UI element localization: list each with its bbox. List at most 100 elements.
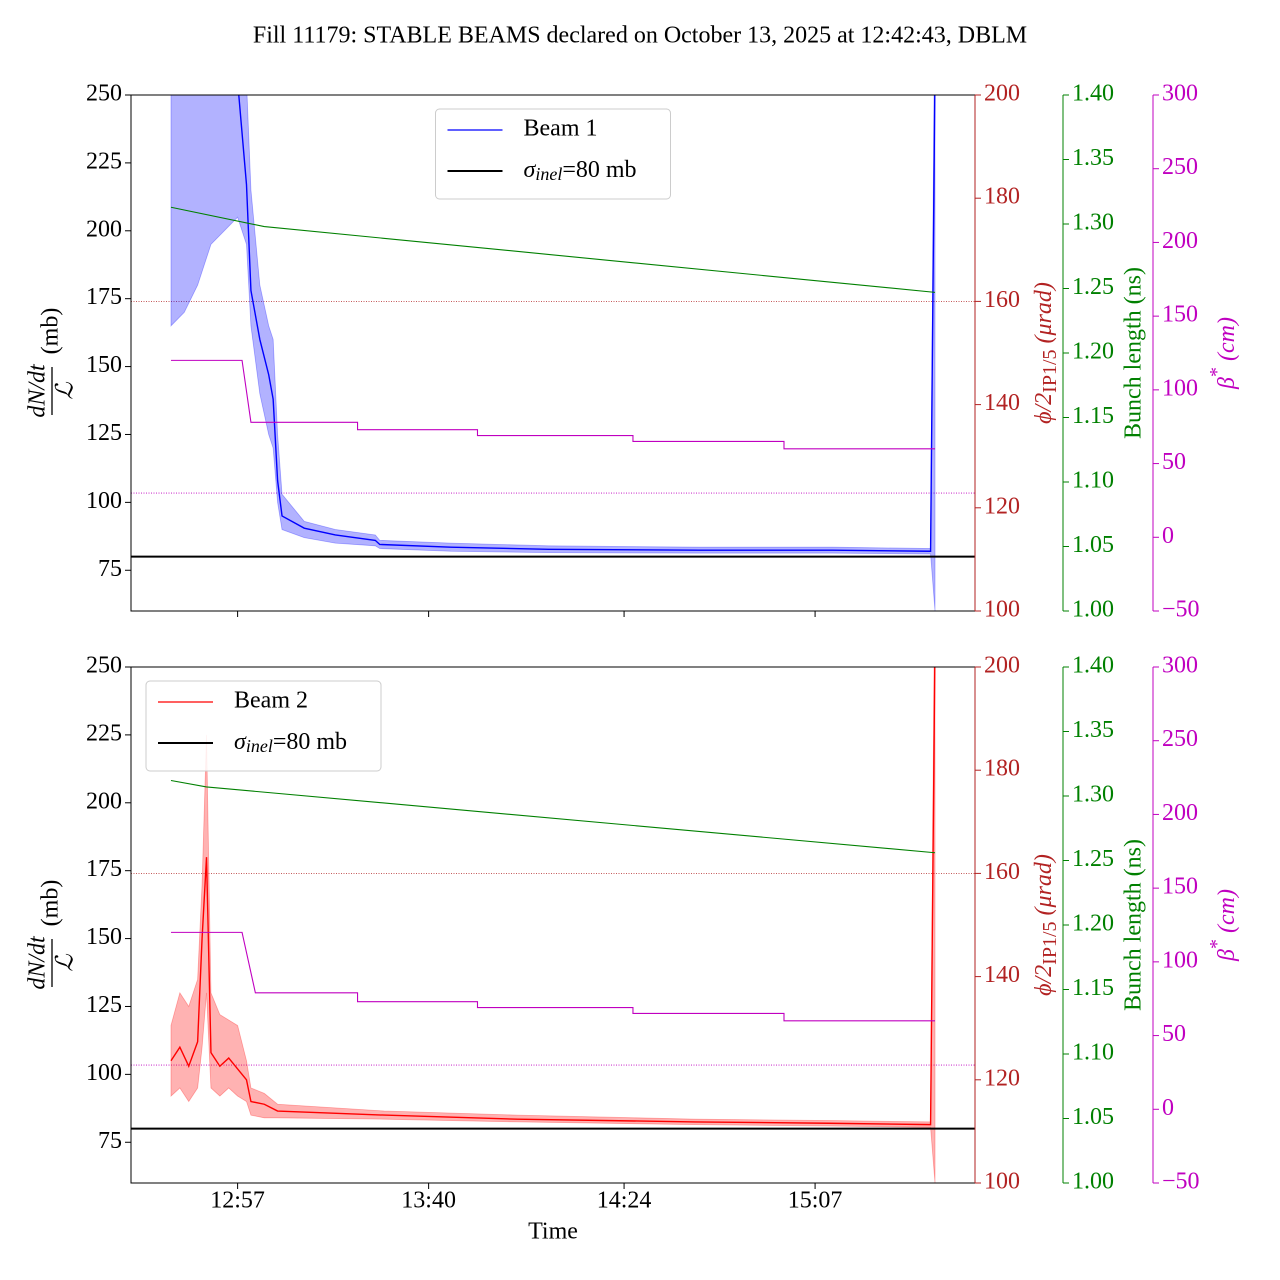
y-tick-label: 200 [86, 788, 122, 814]
y-tick-label: 1.00 [1072, 1169, 1114, 1195]
series-line [170, 779, 936, 854]
y-tick-label: 180 [984, 184, 1020, 210]
series-line [170, 206, 936, 293]
label-part: =80 mb [562, 157, 636, 183]
y-tick-label: 150 [86, 352, 122, 378]
label-part: inel [535, 164, 562, 184]
y-tick-label: 175 [86, 284, 122, 310]
y-tick-label: 200 [86, 216, 122, 242]
y-tick-label: 125 [86, 420, 122, 446]
y-tick-label: 200 [1162, 228, 1198, 254]
y-tick-label: 100 [1162, 375, 1198, 401]
label-part: =80 mb [273, 729, 347, 755]
y-tick-label: 1.30 [1072, 210, 1114, 236]
y-tick-label: 1.40 [1072, 653, 1114, 679]
y-tick-label: 300 [1162, 81, 1198, 107]
y-tick-label: −50 [1162, 1169, 1200, 1195]
y-tick-label: 200 [1162, 800, 1198, 826]
legend-box [435, 108, 671, 200]
y-tick-label: 150 [1162, 874, 1198, 900]
y-tick-label: 120 [984, 493, 1020, 519]
legend: Beam 1 σinel=80 mb [435, 108, 671, 200]
label-part: (μrad) [1031, 854, 1057, 921]
beam-line [170, 667, 936, 1126]
panel: 75 100 125 150 175 200 225 250 100 120 140 160 180 20… [25, 653, 1240, 1245]
label-part: * [1206, 367, 1228, 377]
y-tick-label: 250 [1162, 726, 1198, 752]
y-tick-label: 250 [1162, 154, 1198, 180]
y-tick-label: 160 [984, 287, 1020, 313]
y-label-unit: (mb) [38, 308, 64, 355]
y-tick-label: 1.10 [1072, 1040, 1114, 1066]
y-label-denominator: ℒ [53, 954, 79, 972]
y-tick-label: 150 [1162, 302, 1198, 328]
y-tick-label: 100 [984, 597, 1020, 623]
legend-label: Beam 2 [234, 688, 308, 714]
y-tick-label: 250 [86, 653, 122, 679]
y-tick-label: 1.35 [1072, 145, 1114, 171]
label-part: * [1206, 939, 1228, 949]
y2-axis-label: ϕ/2IP1/5 (μrad) [1031, 854, 1061, 996]
label-part: (cm) [1214, 317, 1240, 367]
y-tick-label: 225 [86, 720, 122, 746]
plot-area [131, 95, 975, 611]
figure-title: Fill 11179: STABLE BEAMS declared on Oct… [253, 23, 1027, 49]
y-tick-label: 100 [1162, 947, 1198, 973]
plot-area [131, 667, 975, 1183]
beam-line [238, 95, 936, 552]
y2-axis-label: ϕ/2IP1/5 (μrad) [1031, 282, 1061, 424]
series-line [170, 359, 936, 450]
legend-label: Beam 1 [524, 116, 598, 142]
y-tick-label: 1.15 [1072, 403, 1114, 429]
label-part: IP1/5 [1039, 349, 1061, 392]
y-tick-label: 75 [98, 1128, 122, 1154]
legend-label: σinel=80 mb [234, 729, 347, 757]
y-tick-label: 1.20 [1072, 911, 1114, 937]
y4-axis-label: β* (cm) [1206, 889, 1240, 962]
y-label-unit: (mb) [38, 880, 64, 927]
y-tick-label: 50 [1162, 1021, 1186, 1047]
y-label-numerator: dN/dt [25, 935, 51, 990]
y-tick-label: 100 [86, 1060, 122, 1086]
x-tick-label: 13:40 [401, 1188, 456, 1214]
y-tick-label: 1.40 [1072, 81, 1114, 107]
y-tick-label: 200 [984, 81, 1020, 107]
y-label-denominator: ℒ [53, 382, 79, 400]
y-tick-label: 1.00 [1072, 597, 1114, 623]
legend-label: σinel=80 mb [524, 157, 637, 185]
label-part: σ [234, 729, 247, 755]
label-part: β [1214, 949, 1240, 962]
y-tick-label: 100 [86, 488, 122, 514]
y-tick-label: 160 [984, 859, 1020, 885]
y-tick-label: 140 [984, 390, 1020, 416]
y-tick-label: 1.05 [1072, 1104, 1114, 1130]
y-tick-label: 140 [984, 962, 1020, 988]
label-part: ϕ/2 [1031, 393, 1057, 424]
y-tick-label: 1.20 [1072, 339, 1114, 365]
y-tick-label: 175 [86, 856, 122, 882]
y-tick-label: 180 [984, 756, 1020, 782]
y-label-numerator: dN/dt [25, 363, 51, 418]
error-band [170, 95, 936, 611]
y-tick-label: 100 [984, 1169, 1020, 1195]
y4-axis-label: β* (cm) [1206, 317, 1240, 390]
axes-frame [130, 94, 975, 612]
series-line [170, 931, 936, 1022]
label-part: σ [524, 157, 537, 183]
label-part: IP1/5 [1039, 921, 1061, 964]
legend: Beam 2 σinel=80 mb [145, 680, 382, 772]
y-tick-label: 1.30 [1072, 782, 1114, 808]
y-tick-label: 1.15 [1072, 975, 1114, 1001]
y3-axis-label: Bunch length (ns) [1121, 267, 1147, 439]
y-tick-label: 200 [984, 653, 1020, 679]
label-part: (μrad) [1031, 282, 1057, 349]
error-band [170, 667, 936, 1183]
y-axis-label: dN/dt ℒ (mb) [25, 308, 79, 418]
y-tick-label: 0 [1162, 523, 1174, 549]
label-part: (cm) [1214, 889, 1240, 939]
axes-frame [130, 666, 975, 1184]
label-part: β [1214, 377, 1240, 390]
y-axis-label: dN/dt ℒ (mb) [25, 880, 79, 990]
y-tick-label: 1.25 [1072, 274, 1114, 300]
